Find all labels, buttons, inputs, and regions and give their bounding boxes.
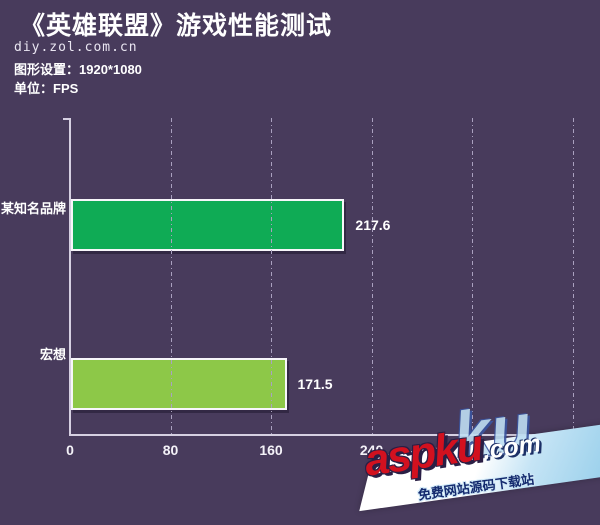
gridline-240 <box>371 118 373 434</box>
y-axis-line <box>69 118 71 436</box>
page-title: 《英雄联盟》游戏性能测试 <box>20 12 333 40</box>
category-label-hongxiang: 宏想 <box>39 347 66 362</box>
gridline-400 <box>572 118 574 434</box>
gridline-320 <box>472 118 474 434</box>
x-axis-line <box>69 434 600 436</box>
value-label-famous-brand: 217.6 <box>355 217 391 233</box>
x-tick-label-0: 0 <box>66 442 74 458</box>
y-axis-top-tick <box>63 118 71 120</box>
unit-label: 单位：FPS <box>14 81 79 96</box>
gridline-160 <box>271 118 273 434</box>
graphics-setting-label: 图形设置：1920*1080 <box>14 62 142 77</box>
bar-chart-plot-area: 某知名品牌 217.6 宏想 171.5 0 80 160 240 320 <box>0 118 600 458</box>
x-tick-label-240: 240 <box>359 442 384 458</box>
category-label-famous-brand: 某知名品牌 <box>0 201 66 216</box>
x-tick-label-320: 320 <box>460 442 484 458</box>
value-label-hongxiang: 171.5 <box>297 376 333 392</box>
gridline-80 <box>170 118 172 434</box>
site-url-label: diy.zol.com.cn <box>14 40 138 55</box>
x-tick-label-160: 160 <box>259 442 283 458</box>
bar-hongxiang <box>71 358 287 410</box>
x-tick-label-80: 80 <box>162 442 179 458</box>
bar-famous-brand <box>71 199 345 251</box>
